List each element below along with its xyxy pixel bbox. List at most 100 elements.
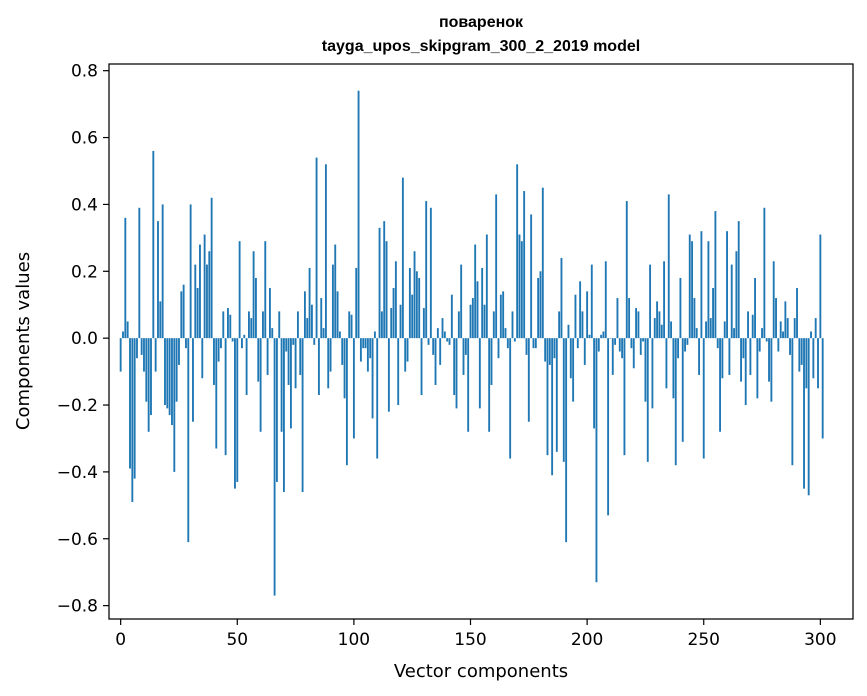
bar <box>623 338 626 456</box>
bar <box>231 338 234 342</box>
bar <box>425 201 428 339</box>
bar <box>749 338 752 375</box>
bar <box>336 291 339 339</box>
bar <box>471 298 474 339</box>
bar <box>227 308 229 339</box>
bar <box>229 314 232 339</box>
bar <box>558 311 561 339</box>
bar <box>441 318 444 339</box>
bar <box>299 338 302 375</box>
bar <box>420 338 423 395</box>
bar <box>562 338 565 462</box>
bar <box>143 338 145 372</box>
bar <box>513 338 516 342</box>
bar <box>262 311 264 339</box>
bar <box>621 338 624 359</box>
bar <box>740 338 742 382</box>
bar <box>390 308 393 339</box>
bar <box>401 177 404 339</box>
bar <box>308 267 311 339</box>
bar <box>775 298 777 339</box>
bar <box>175 338 178 402</box>
bar <box>796 288 798 339</box>
bar <box>768 338 770 382</box>
bar <box>315 157 318 339</box>
bar <box>278 311 281 339</box>
bar <box>586 291 589 339</box>
bar <box>178 338 180 365</box>
bar <box>257 338 260 382</box>
bar <box>798 338 801 372</box>
bar <box>306 318 309 339</box>
bar <box>241 338 243 349</box>
bar <box>341 338 344 365</box>
bar <box>805 338 808 389</box>
bar <box>821 338 824 439</box>
bar <box>702 338 705 459</box>
bar <box>222 311 225 339</box>
bar <box>747 311 749 339</box>
bar <box>126 321 129 339</box>
bar <box>497 338 500 359</box>
bar <box>763 207 766 339</box>
bar <box>324 164 327 339</box>
bar <box>495 194 498 339</box>
bar <box>572 338 575 402</box>
bar <box>569 338 572 379</box>
bar <box>630 338 633 349</box>
bar <box>548 338 551 365</box>
bar <box>348 311 351 339</box>
bar <box>196 288 199 339</box>
bar <box>331 264 334 339</box>
bar <box>173 338 176 472</box>
bar <box>273 338 276 596</box>
bar <box>434 338 437 385</box>
bar <box>532 338 535 349</box>
bar <box>275 338 278 482</box>
bar <box>378 227 381 339</box>
bar <box>408 267 411 339</box>
bar <box>590 264 593 339</box>
bar <box>728 338 731 375</box>
bar <box>628 298 631 339</box>
bar <box>723 321 726 339</box>
bar <box>287 338 290 385</box>
bar <box>369 338 372 359</box>
bar <box>726 231 728 339</box>
bar <box>446 338 449 342</box>
bar <box>737 221 740 339</box>
bar <box>574 294 577 339</box>
bar <box>303 291 306 339</box>
bar <box>415 271 418 339</box>
bar <box>618 338 621 352</box>
bar <box>147 338 150 432</box>
bar <box>282 338 285 492</box>
y-tick-label: −0.2 <box>57 396 98 416</box>
bar <box>814 318 817 339</box>
bar <box>646 338 649 462</box>
bar <box>224 338 227 456</box>
bar <box>784 301 787 339</box>
bar <box>317 338 320 395</box>
bar <box>469 304 472 339</box>
bar <box>271 328 274 339</box>
bar <box>530 214 533 339</box>
bar <box>483 304 486 339</box>
y-tick-label: 0.2 <box>71 262 98 282</box>
bar <box>364 338 367 349</box>
bar <box>546 338 549 456</box>
bar <box>499 294 502 339</box>
bar <box>131 338 134 502</box>
bar <box>551 338 554 476</box>
bar <box>502 291 505 339</box>
bar <box>292 338 295 345</box>
bar <box>595 338 598 583</box>
bar <box>541 187 544 339</box>
bar <box>670 321 673 339</box>
plot-frame <box>108 63 854 620</box>
bar <box>362 338 365 349</box>
bar <box>201 338 204 379</box>
x-tick-label: 50 <box>226 630 248 650</box>
bar <box>453 338 456 395</box>
bar <box>616 298 619 339</box>
